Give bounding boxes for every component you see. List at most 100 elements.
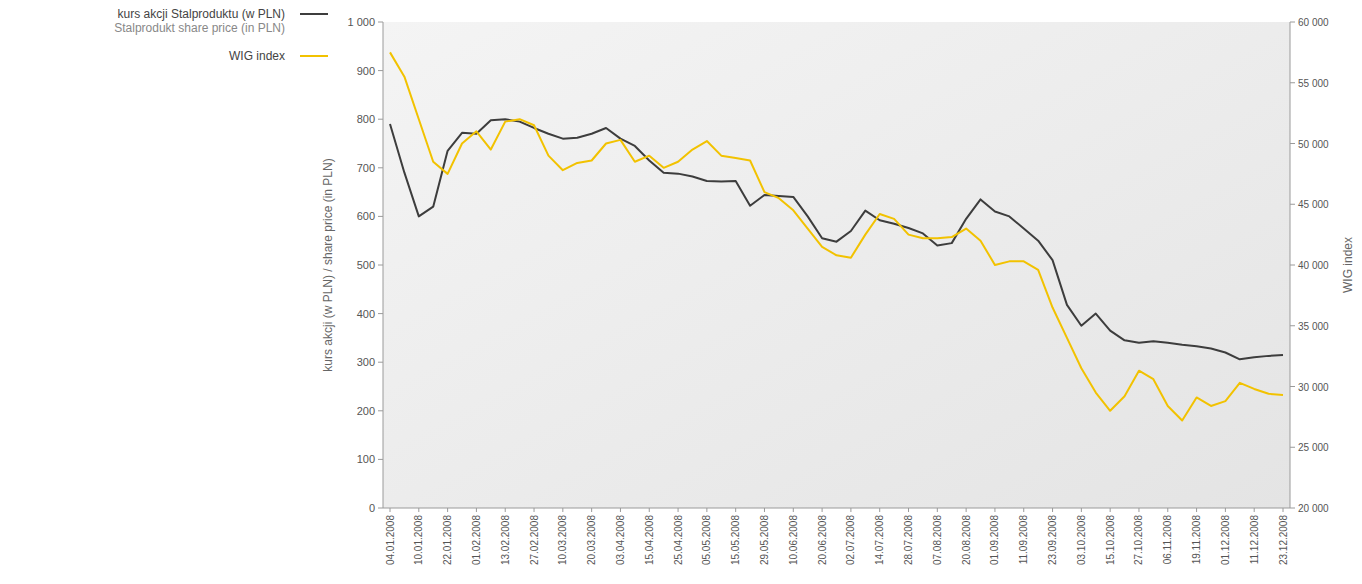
x-tick <box>1052 508 1053 512</box>
y-tick <box>378 119 383 120</box>
x-tick <box>1225 508 1226 512</box>
y-tick-label: 200 <box>357 405 375 417</box>
y2-tick-label: 60 000 <box>1298 17 1329 28</box>
y-tick-label: 700 <box>357 162 375 174</box>
y-tick <box>378 410 383 411</box>
x-tick-label: 20.08.2008 <box>961 515 972 565</box>
x-tick-label: 15.04.2008 <box>644 515 655 565</box>
x-tick-label: 29.05.2008 <box>759 515 770 565</box>
x-tick <box>418 508 419 512</box>
x-tick-label: 15.10.2008 <box>1105 515 1116 565</box>
x-tick <box>1138 508 1139 512</box>
x-tick-label: 25.04.2008 <box>673 515 684 565</box>
x-tick-label: 10.01.2008 <box>413 515 424 565</box>
x-tick <box>966 508 967 512</box>
y2-tick <box>1290 386 1295 387</box>
x-tick-label: 11.12.2008 <box>1249 515 1260 565</box>
x-axis-line <box>383 508 1290 509</box>
y-tick-label: 1 000 <box>347 16 375 28</box>
x-tick-label: 20.03.2008 <box>586 515 597 565</box>
series-group <box>390 52 1283 420</box>
x-tick <box>620 508 621 512</box>
x-tick <box>591 508 592 512</box>
x-tick <box>447 508 448 512</box>
x-tick-label: 01.09.2008 <box>989 515 1000 565</box>
x-tick <box>534 508 535 512</box>
y-tick-label: 500 <box>357 259 375 271</box>
x-tick <box>735 508 736 512</box>
x-tick-label: 10.03.2008 <box>557 515 568 565</box>
x-tick <box>562 508 563 512</box>
x-tick <box>390 508 391 512</box>
x-tick <box>764 508 765 512</box>
plot-background <box>383 22 1290 508</box>
x-tick-label: 27.02.2008 <box>529 515 540 565</box>
y2-tick <box>1290 82 1295 83</box>
y-axis-title: kurs akcji (w PLN) / share price (in PLN… <box>321 158 335 371</box>
x-tick-label: 07.08.2008 <box>932 515 943 565</box>
chart: 01002003004005006007008009001 00020 0002… <box>0 0 1362 584</box>
x-tick-label: 20.06.2008 <box>817 515 828 565</box>
y-tick <box>378 22 383 23</box>
x-tick-label: 13.02.2008 <box>500 515 511 565</box>
legend-label: kurs akcji Stalproduktu (w PLN)Stalprodu… <box>114 7 285 35</box>
y2-tick <box>1290 508 1295 509</box>
x-tick-label: 04.01.2008 <box>385 515 396 565</box>
series-line <box>390 119 1283 359</box>
x-tick <box>879 508 880 512</box>
x-tick <box>505 508 506 512</box>
series-line <box>390 52 1283 420</box>
y2-tick-label: 35 000 <box>1298 321 1329 332</box>
y-tick-label: 300 <box>357 356 375 368</box>
legend-swatch <box>300 55 328 57</box>
x-tick <box>994 508 995 512</box>
y-tick <box>378 167 383 168</box>
x-tick <box>937 508 938 512</box>
x-tick-label: 22.01.2008 <box>442 515 453 565</box>
x-tick <box>1110 508 1111 512</box>
y-tick-label: 100 <box>357 453 375 465</box>
legend-label: WIG index <box>229 49 285 63</box>
x-tick <box>476 508 477 512</box>
y2-tick <box>1290 265 1295 266</box>
y-tick-label: 800 <box>357 113 375 125</box>
x-tick-label: 28.07.2008 <box>903 515 914 565</box>
y-tick <box>378 362 383 363</box>
x-tick <box>1167 508 1168 512</box>
legend: kurs akcji Stalproduktu (w PLN)Stalprodu… <box>114 7 328 63</box>
y2-tick <box>1290 22 1295 23</box>
x-tick-label: 05.05.2008 <box>701 515 712 565</box>
x-tick <box>850 508 851 512</box>
x-tick-label: 10.06.2008 <box>788 515 799 565</box>
y-tick-label: 0 <box>369 502 375 514</box>
y2-tick <box>1290 204 1295 205</box>
x-tick <box>1023 508 1024 512</box>
x-tick-label: 06.11.2008 <box>1162 515 1173 565</box>
y-tick-label: 400 <box>357 308 375 320</box>
y2-tick-label: 40 000 <box>1298 260 1329 271</box>
x-tick <box>1254 508 1255 512</box>
y-tick <box>378 70 383 71</box>
y2-axis-title: WIG index <box>1341 237 1355 293</box>
y-tick <box>378 459 383 460</box>
x-tick <box>1196 508 1197 512</box>
y2-tick-label: 45 000 <box>1298 199 1329 210</box>
y2-tick <box>1290 447 1295 448</box>
x-tick-label: 02.07.2008 <box>845 515 856 565</box>
x-tick <box>678 508 679 512</box>
y-tick <box>378 265 383 266</box>
legend-label-line: kurs akcji Stalproduktu (w PLN) <box>118 7 285 21</box>
y-tick-label: 900 <box>357 65 375 77</box>
y2-tick-label: 30 000 <box>1298 382 1329 393</box>
y2-tick-label: 50 000 <box>1298 139 1329 150</box>
y-tick <box>378 313 383 314</box>
y-tick-label: 600 <box>357 210 375 222</box>
x-tick <box>908 508 909 512</box>
legend-label-line: WIG index <box>229 49 285 63</box>
x-tick-label: 03.10.2008 <box>1076 515 1087 565</box>
y-tick <box>378 508 383 509</box>
y2-tick-label: 25 000 <box>1298 442 1329 453</box>
x-tick-label: 14.07.2008 <box>874 515 885 565</box>
y2-tick <box>1290 143 1295 144</box>
x-tick <box>1081 508 1082 512</box>
